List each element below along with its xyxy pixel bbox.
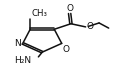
Text: O: O xyxy=(67,4,74,13)
Text: N: N xyxy=(14,38,20,47)
Text: H₂N: H₂N xyxy=(14,56,31,65)
Text: O: O xyxy=(86,22,93,31)
Text: O: O xyxy=(62,45,69,54)
Text: CH₃: CH₃ xyxy=(31,9,47,18)
